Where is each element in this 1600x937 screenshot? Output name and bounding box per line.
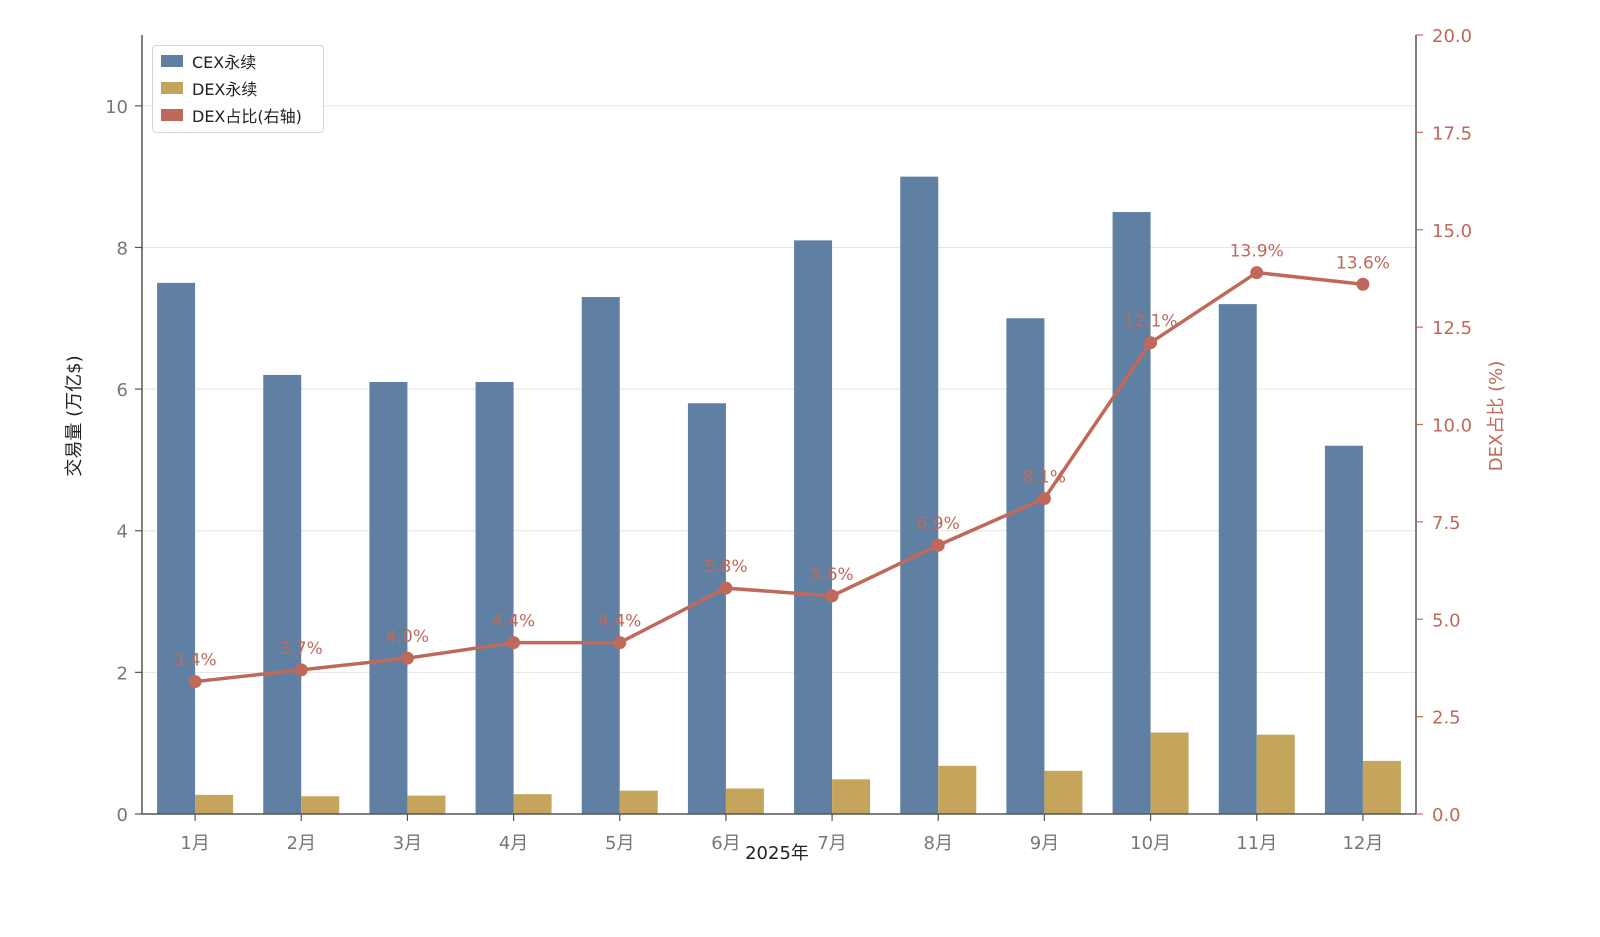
- dex-share-point: [719, 581, 733, 595]
- bar-dex: [1044, 770, 1083, 814]
- y-tick-label: 2: [117, 663, 128, 684]
- x-tick-label: 9月: [1030, 833, 1059, 854]
- bar-dex: [1150, 732, 1189, 814]
- bar-cex: [581, 297, 620, 814]
- dex-share-label: 13.6%: [1336, 253, 1390, 273]
- axes: 0 2 4 6 8 10 0.0 2.5 5.0 7.5 10.0 12.5 15.0 17.5 20.0 1…: [105, 26, 1472, 854]
- bar-dex: [725, 788, 764, 814]
- x-tick-label: 5月: [605, 833, 634, 854]
- x-tick-label: 4月: [499, 833, 528, 854]
- bar-dex: [301, 796, 340, 814]
- line-series: [188, 266, 1370, 689]
- bar-cex: [1112, 212, 1151, 814]
- y-tick-label: 0: [117, 805, 128, 826]
- y2-tick-label: 15.0: [1432, 221, 1472, 242]
- dex-share-line: [194, 270, 1364, 684]
- bar-dex: [1362, 760, 1401, 814]
- legend-label-dex: DEX永续: [192, 80, 258, 99]
- y-tick-label: 4: [117, 522, 128, 543]
- x-tick-label: 7月: [817, 833, 846, 854]
- dex-share-label: 3.7%: [280, 639, 323, 659]
- dex-share-label: 4.0%: [386, 627, 429, 647]
- legend: CEX永续 DEX永续 DEX占比(右轴): [152, 45, 324, 133]
- y2-tick-label: 7.5: [1432, 513, 1461, 534]
- y2-tick-label: 2.5: [1432, 708, 1461, 729]
- legend-item-dex: DEX永续: [161, 77, 257, 99]
- bar-dex: [619, 790, 658, 814]
- bar-cex: [157, 282, 196, 814]
- dex-share-label: 5.8%: [704, 557, 747, 577]
- bar-cex: [1006, 318, 1045, 814]
- bar-cex: [475, 382, 514, 814]
- bar-series: [157, 176, 1401, 815]
- x-tick-label: 8月: [924, 833, 953, 854]
- bar-cex: [263, 374, 302, 814]
- legend-label-cex: CEX永续: [192, 53, 257, 72]
- y-tick-label: 8: [117, 238, 128, 259]
- y2-tick-label: 20.0: [1432, 26, 1472, 47]
- dex-share-point: [294, 663, 308, 677]
- bar-cex: [687, 403, 726, 814]
- dex-share-label: 6.9%: [917, 514, 960, 534]
- bar-dex: [407, 795, 446, 814]
- dex-share-label: 13.9%: [1230, 242, 1284, 262]
- dex-share-point: [825, 589, 839, 603]
- dex-share-point: [188, 675, 202, 689]
- dex-share-point: [400, 651, 414, 665]
- bar-cex: [369, 382, 408, 814]
- dex-share-label: 4.4%: [598, 612, 641, 632]
- x-tick-label: 11月: [1236, 833, 1277, 854]
- dex-share-point: [1144, 336, 1158, 350]
- legend-item-cex: CEX永续: [161, 50, 256, 72]
- bar-dex: [1256, 734, 1295, 814]
- x-tick-label: 1月: [180, 833, 209, 854]
- y2-axis-title: DEX占比 (%): [1486, 361, 1507, 471]
- dex-share-label: 8.1%: [1023, 468, 1066, 488]
- bar-dex: [195, 794, 234, 814]
- dex-share-label: 3.4%: [173, 651, 216, 671]
- dex-share-point: [1037, 492, 1051, 506]
- dex-share-point: [931, 538, 945, 552]
- x-axis-title: 2025年: [745, 843, 809, 864]
- legend-label-dex-share: DEX占比(右轴): [192, 107, 302, 126]
- x-tick-label: 12月: [1342, 833, 1383, 854]
- x-tick-label: 10月: [1130, 833, 1171, 854]
- dex-share-point: [1250, 266, 1264, 280]
- dex-share-point: [1356, 277, 1370, 291]
- legend-swatch-dex-share: [161, 109, 183, 121]
- bar-dex: [832, 779, 871, 814]
- bar-cex: [794, 240, 833, 814]
- y-tick-label: 6: [117, 380, 128, 401]
- data-labels: 3.4% 3.7% 4.0% 4.4% 4.4% 5.8% 5.6% 6.9% 8.1% 12.1…: [173, 242, 1389, 671]
- legend-swatch-dex: [161, 82, 183, 94]
- bar-cex: [1218, 304, 1257, 814]
- y2-tick-label: 0.0: [1432, 805, 1461, 826]
- dex-share-point: [507, 636, 521, 650]
- dex-share-point: [613, 636, 627, 650]
- x-tick-label: 2月: [287, 833, 316, 854]
- y-axis-title: 交易量 (万亿$): [64, 355, 85, 476]
- dex-share-label: 5.6%: [810, 565, 853, 585]
- y2-tick-label: 10.0: [1432, 416, 1472, 437]
- legend-item-dex-share: DEX占比(右轴): [161, 104, 302, 126]
- legend-swatch-cex: [161, 55, 183, 67]
- y2-tick-label: 12.5: [1432, 318, 1472, 339]
- y-tick-label: 10: [105, 97, 128, 118]
- dex-share-label: 4.4%: [492, 612, 535, 632]
- y2-tick-label: 5.0: [1432, 610, 1461, 631]
- y2-tick-label: 17.5: [1432, 123, 1472, 144]
- bar-dex: [938, 765, 977, 814]
- dex-share-label: 12.1%: [1124, 312, 1178, 332]
- x-tick-label: 3月: [393, 833, 422, 854]
- x-tick-label: 6月: [711, 833, 740, 854]
- grid-lines: [142, 105, 1416, 673]
- bar-cex: [1324, 445, 1363, 814]
- bar-cex: [900, 176, 939, 815]
- bar-dex: [513, 794, 552, 814]
